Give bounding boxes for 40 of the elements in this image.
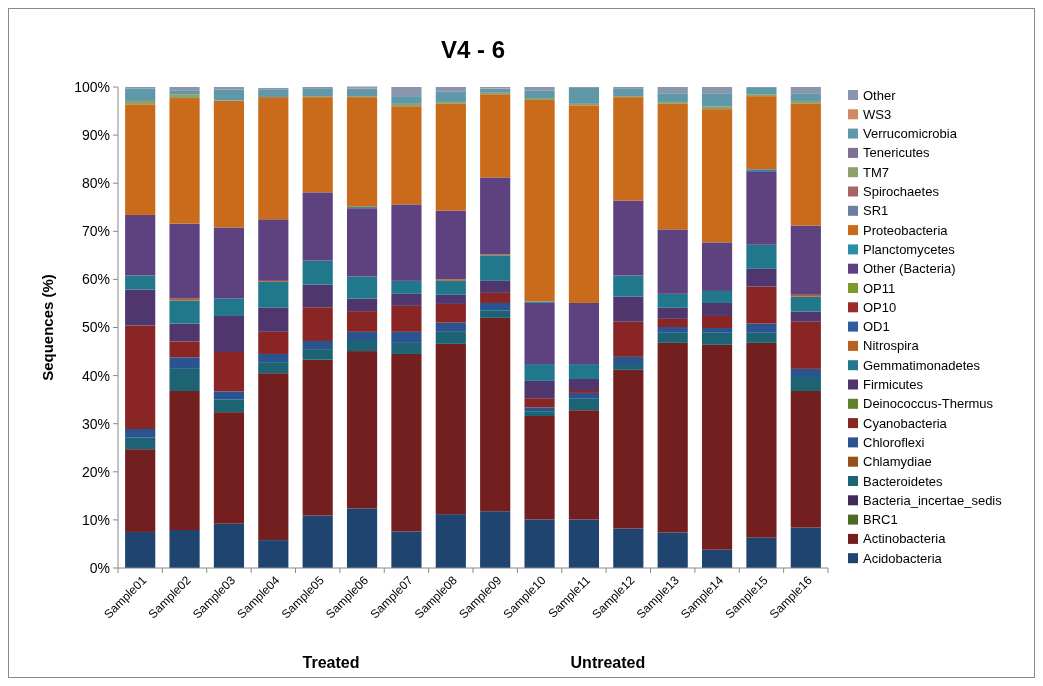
legend-label: Firmicutes [863,377,924,393]
legend-label: Cyanobacteria [863,415,948,431]
y-tick-label: 40% [81,367,110,384]
legend-label: WS3 [863,106,892,122]
legend-label: Deinococcus-Thermus [863,396,994,412]
legend-label: Actinobacteria [863,531,947,547]
legend-label: OP11 [863,280,896,296]
legend-label: OP10 [863,299,897,315]
y-axis-title: Sequences (%) [39,274,56,381]
legend-label: Gemmatimonadetes [863,357,981,373]
legend-label: Planctomycetes [863,241,956,257]
text: Treated [302,654,360,671]
legend-label: Proteobacteria [863,222,949,238]
y-tick-label: 30% [81,415,110,432]
legend-label: Spirochaetes [863,184,940,200]
y-tick-label: 50% [81,319,110,336]
chart-title: V4 - 6 [440,36,506,63]
legend-label: Chlamydiae [863,454,932,470]
legend-label: Other (Bacteria) [863,261,956,277]
legend-label: Acidobacteria [863,550,943,566]
text: Untreated [570,654,646,671]
y-tick-label: 80% [81,175,110,192]
legend-label: TM7 [863,164,889,180]
legend-label: BRC1 [863,512,898,528]
legend-label: SR1 [863,203,889,219]
y-tick-label: 90% [81,127,110,143]
y-tick-label: 0% [89,559,110,576]
y-tick-label: 60% [81,271,110,288]
legend-label: Bacteroidetes [863,473,943,489]
legend-label: Other [863,87,897,103]
y-tick-label: 70% [81,223,110,240]
y-tick-label: 100% [74,78,110,95]
legend-label: Chloroflexi [863,434,925,450]
legend-label: Verrucomicrobia [863,126,958,142]
y-tick-label: 10% [81,511,110,528]
legend-label: Nitrospira [863,338,920,354]
legend-label: Bacteria_incertae_sedis [863,492,1003,508]
y-tick-label: 20% [81,463,110,480]
legend-label: Tenericutes [863,145,930,161]
legend-label: OD1 [863,319,890,335]
